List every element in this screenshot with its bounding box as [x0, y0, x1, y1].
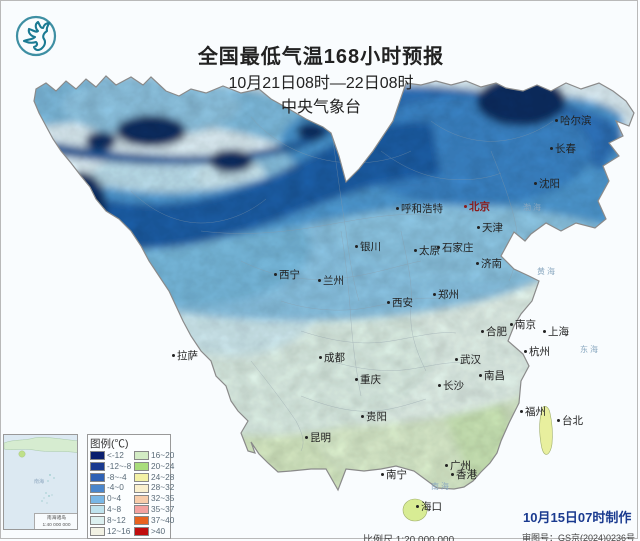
svg-text:东海: 东海: [580, 344, 600, 354]
svg-text:南海: 南海: [431, 481, 451, 491]
svg-text:渤海: 渤海: [523, 202, 543, 212]
svg-text:南海: 南海: [34, 478, 44, 485]
svg-text:黄海: 黄海: [537, 266, 557, 276]
